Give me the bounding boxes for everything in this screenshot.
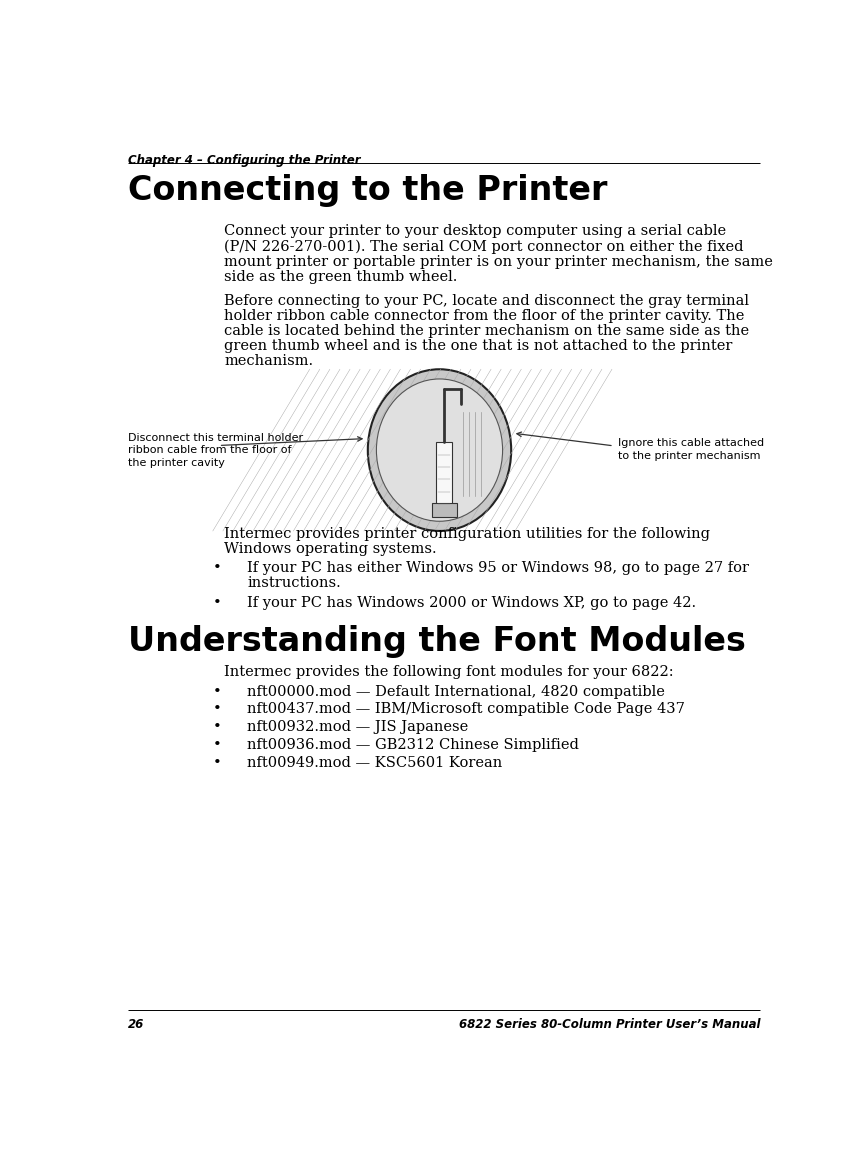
Text: nft00437.mod — IBM/Microsoft compatible Code Page 437: nft00437.mod — IBM/Microsoft compatible … [247,702,685,716]
Text: the printer cavity: the printer cavity [128,458,224,468]
Text: side as the green thumb wheel.: side as the green thumb wheel. [224,269,457,283]
Text: •: • [212,596,221,610]
Text: holder ribbon cable connector from the floor of the printer cavity. The: holder ribbon cable connector from the f… [224,309,745,323]
Text: If your PC has either Windows 95 or Windows 98, go to page 27 for: If your PC has either Windows 95 or Wind… [247,562,750,576]
Text: Understanding the Font Modules: Understanding the Font Modules [128,624,745,658]
Text: Intermec provides the following font modules for your 6822:: Intermec provides the following font mod… [224,665,674,679]
Bar [436,443,452,508]
Text: 26: 26 [128,1017,144,1031]
Text: Connect your printer to your desktop computer using a serial cable: Connect your printer to your desktop com… [224,225,726,239]
Text: 6822 Series 80-Column Printer User’s Manual: 6822 Series 80-Column Printer User’s Man… [459,1017,761,1031]
Text: Disconnect this terminal holder: Disconnect this terminal holder [128,432,303,443]
Text: Chapter 4 – Configuring the Printer: Chapter 4 – Configuring the Printer [128,154,360,167]
Text: cable is located behind the printer mechanism on the same side as the: cable is located behind the printer mech… [224,324,749,338]
Text: nft00932.mod — JIS Japanese: nft00932.mod — JIS Japanese [247,720,468,734]
Text: mechanism.: mechanism. [224,354,313,368]
Text: •: • [212,685,221,699]
Text: ribbon cable from the floor of: ribbon cable from the floor of [128,445,292,456]
Text: (P/N 226-270-001). The serial COM port connector on either the fixed: (P/N 226-270-001). The serial COM port c… [224,240,744,254]
Text: Connecting to the Printer: Connecting to the Printer [128,174,607,206]
Text: •: • [212,737,221,751]
Bar [432,503,456,517]
Text: •: • [212,702,221,716]
Text: Ignore this cable attached: Ignore this cable attached [618,438,764,449]
Text: nft00936.mod — GB2312 Chinese Simplified: nft00936.mod — GB2312 Chinese Simplified [247,737,579,751]
Text: to the printer mechanism: to the printer mechanism [618,451,760,461]
Text: mount printer or portable printer is on your printer mechanism, the same: mount printer or portable printer is on … [224,254,773,268]
Text: green thumb wheel and is the one that is not attached to the printer: green thumb wheel and is the one that is… [224,339,733,353]
Ellipse shape [368,369,511,531]
Text: •: • [212,756,221,770]
Text: nft00949.mod — KSC5601 Korean: nft00949.mod — KSC5601 Korean [247,756,502,770]
Text: nft00000.mod — Default International, 4820 compatible: nft00000.mod — Default International, 48… [247,685,666,699]
Text: instructions.: instructions. [247,577,341,591]
Text: •: • [212,562,221,576]
Text: If your PC has Windows 2000 or Windows XP, go to page 42.: If your PC has Windows 2000 or Windows X… [247,596,696,610]
Ellipse shape [377,379,502,521]
Text: Windows operating systems.: Windows operating systems. [224,542,437,556]
Text: Intermec provides printer configuration utilities for the following: Intermec provides printer configuration … [224,527,710,541]
Text: Before connecting to your PC, locate and disconnect the gray terminal: Before connecting to your PC, locate and… [224,294,749,308]
Text: •: • [212,720,221,734]
